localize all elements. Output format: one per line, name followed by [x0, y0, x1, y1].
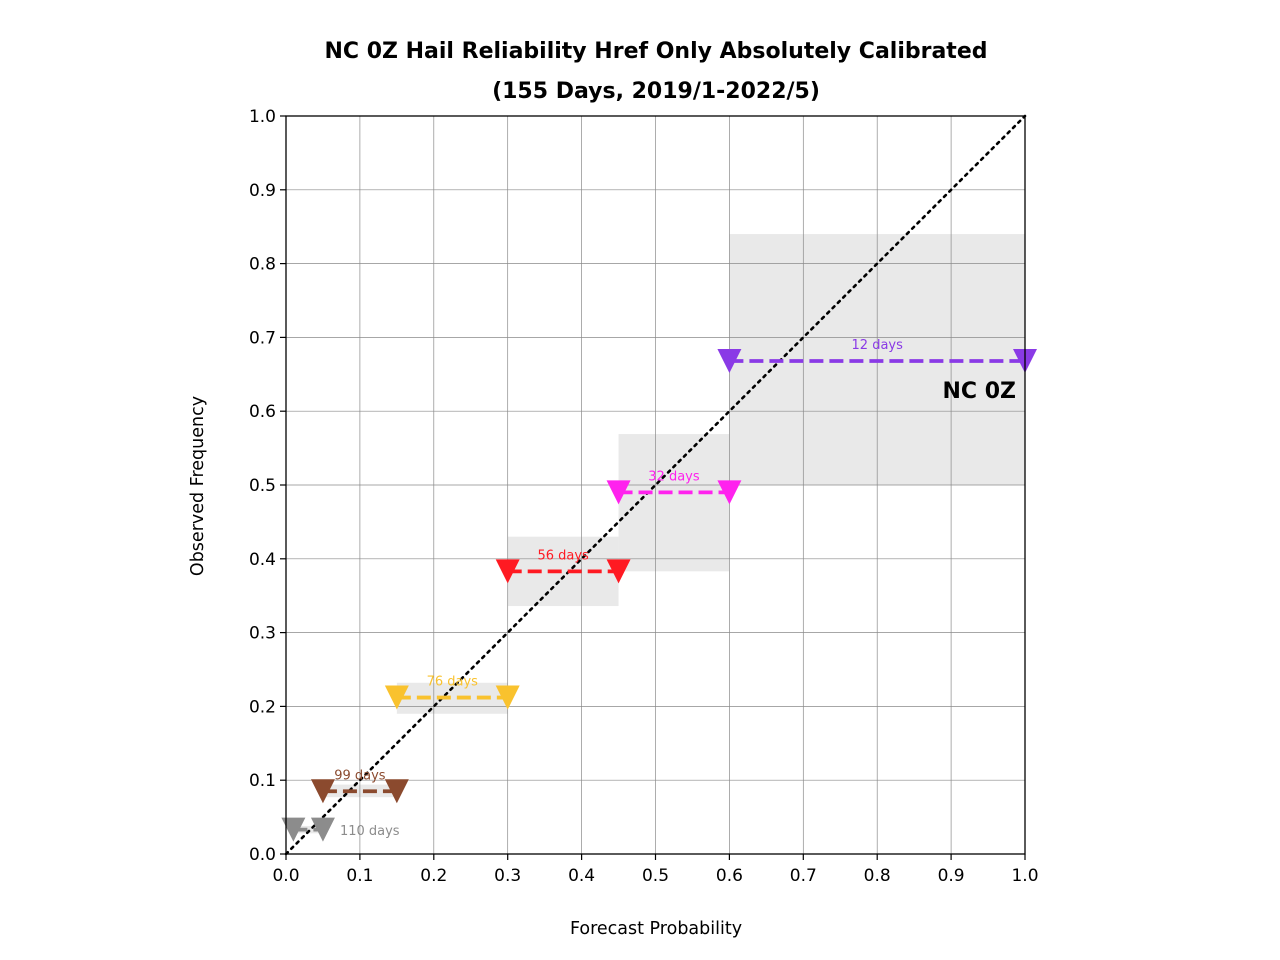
y-tick-label-4: 0.4 — [249, 550, 276, 570]
x-axis-ticks: 0.0 0.1 0.2 0.3 0.4 0.5 0.6 0.7 0.8 0.9 1.0 — [272, 854, 1039, 886]
ci-box-4 — [618, 434, 730, 572]
bin-day-label-0: 110 days — [340, 824, 400, 839]
y-tick-label-10: 1.0 — [249, 107, 276, 127]
x-tick-label-9: 0.9 — [938, 866, 965, 886]
chart-title-line-2: (155 Days, 2019/1-2022/5) — [492, 79, 820, 104]
bin-day-labels: 110 days 99 days 76 days 56 days 32 days 12 d… — [334, 338, 903, 839]
bin-marker-start-1 — [310, 779, 335, 804]
confidence-interval-boxes — [293, 234, 1025, 834]
chart-title-line-1: NC 0Z Hail Reliability Href Only Absolut… — [325, 39, 988, 64]
x-tick-label-4: 0.4 — [568, 866, 595, 886]
ci-box-0 — [293, 825, 323, 834]
x-axis-label: Forecast Probability — [570, 919, 742, 939]
y-tick-label-5: 0.5 — [249, 476, 276, 496]
grid-lines — [285, 115, 1026, 855]
x-tick-label-8: 0.8 — [864, 866, 891, 886]
y-axis-ticks: 0.0 0.1 0.2 0.3 0.4 0.5 0.6 0.7 0.8 0.9 1.0 — [249, 107, 286, 865]
y-tick-label-7: 0.7 — [249, 328, 276, 348]
x-tick-label-10: 1.0 — [1011, 866, 1038, 886]
region-label: NC 0Z — [943, 379, 1016, 404]
x-tick-label-2: 0.2 — [420, 866, 447, 886]
x-tick-label-6: 0.6 — [716, 866, 743, 886]
y-tick-label-9: 0.9 — [249, 181, 276, 201]
x-tick-label-1: 0.1 — [346, 866, 373, 886]
bin-marker-end-4 — [717, 480, 742, 505]
y-tick-label-3: 0.3 — [249, 624, 276, 644]
y-tick-label-0: 0.0 — [249, 845, 276, 865]
bin-day-label-3: 56 days — [537, 548, 589, 563]
bin-marker-end-1 — [384, 779, 409, 804]
y-tick-label-1: 0.1 — [249, 771, 276, 791]
bin-day-label-5: 12 days — [852, 338, 904, 353]
bin-day-label-4: 32 days — [648, 469, 700, 484]
bin-marker-end-3 — [606, 559, 631, 584]
y-tick-label-6: 0.6 — [249, 402, 276, 422]
bin-marker-end-2 — [495, 685, 520, 710]
y-tick-label-8: 0.8 — [249, 255, 276, 275]
bin-day-label-2: 76 days — [427, 675, 479, 690]
ci-box-3 — [507, 536, 619, 607]
bin-marker-start-0 — [281, 817, 306, 842]
y-axis-label: Observed Frequency — [188, 396, 208, 576]
x-tick-label-5: 0.5 — [642, 866, 669, 886]
perfect-reliability-diagonal — [284, 114, 1027, 856]
bin-marker-start-4 — [606, 480, 631, 505]
bin-marker-start-3 — [495, 559, 520, 584]
x-tick-label-3: 0.3 — [494, 866, 521, 886]
bin-marker-start-5 — [717, 349, 742, 374]
y-tick-label-2: 0.2 — [249, 697, 276, 717]
bin-day-label-1: 99 days — [334, 768, 386, 783]
x-tick-label-0: 0.0 — [272, 866, 299, 886]
bin-marker-start-2 — [384, 685, 409, 710]
bin-marker-end-0 — [310, 817, 335, 842]
x-tick-label-7: 0.7 — [790, 866, 817, 886]
